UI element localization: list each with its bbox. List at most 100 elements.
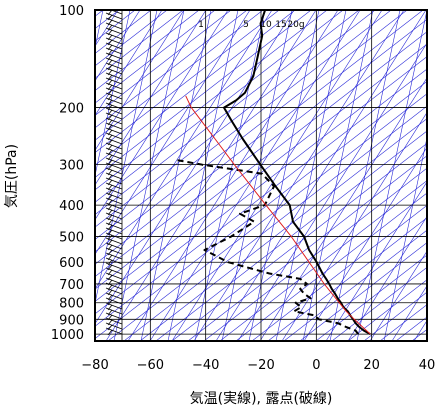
reference-line	[259, 77, 427, 341]
reference-line	[127, 10, 339, 341]
reference-line	[95, 10, 344, 203]
reference-line	[347, 215, 427, 341]
wind-barbs	[105, 10, 123, 341]
wind-barb	[105, 327, 123, 335]
wind-barb	[105, 152, 123, 160]
reference-line	[95, 10, 216, 104]
x-tick-label: −60	[137, 358, 164, 373]
wind-barb	[105, 102, 123, 110]
mixing-ratio-label: 5	[243, 20, 249, 30]
wind-barb	[105, 282, 123, 290]
x-axis-ticks: −80 −60 −40 −20 0 20 40	[81, 358, 435, 373]
wind-barb	[105, 77, 123, 85]
y-tick-label: 900	[59, 313, 84, 328]
reference-line	[95, 10, 360, 216]
reference-line	[331, 266, 427, 341]
reference-line	[237, 42, 427, 341]
wind-barb	[105, 287, 123, 295]
wind-barb	[105, 217, 123, 225]
reference-line	[95, 10, 328, 191]
wind-barb	[105, 162, 123, 170]
wind-barb	[105, 17, 123, 25]
wind-barb	[105, 132, 123, 140]
wind-barb	[105, 137, 123, 145]
wind-barb	[105, 167, 123, 175]
mixing-ratio-label: 15	[275, 20, 286, 30]
y-tick-label: 1000	[51, 328, 84, 343]
wind-barb	[105, 32, 123, 40]
wind-barb	[105, 187, 123, 195]
reference-line	[193, 10, 405, 341]
wind-barb	[105, 237, 123, 245]
wind-barb	[105, 67, 123, 75]
wind-barb	[105, 52, 123, 60]
reference-line	[95, 10, 264, 141]
reference-line	[356, 10, 427, 341]
wind-barb	[105, 42, 123, 50]
reference-line	[95, 10, 141, 82]
reference-line	[105, 10, 317, 341]
y-tick-label: 200	[59, 102, 84, 117]
reference-line	[95, 10, 184, 79]
y-tick-label: 600	[59, 256, 84, 271]
wind-barb	[105, 47, 123, 55]
wind-barb	[105, 12, 123, 20]
reference-line	[171, 142, 427, 341]
series-layer	[175, 10, 371, 335]
reference-line	[140, 10, 212, 341]
wind-barb	[105, 177, 123, 185]
wind-barb	[105, 122, 123, 130]
reference-line	[95, 10, 392, 240]
wind-barb	[105, 97, 123, 105]
wind-barb	[105, 202, 123, 210]
mixing-ratio-label: 20g	[287, 20, 304, 30]
reference-line	[383, 136, 427, 341]
wind-barb	[105, 22, 123, 30]
reference-line	[267, 217, 427, 341]
dewpoint-line	[175, 158, 360, 335]
reference-line	[95, 10, 280, 154]
wind-barb	[105, 302, 123, 310]
wind-barb	[105, 27, 123, 35]
wind-barb	[105, 292, 123, 300]
reference-line	[95, 10, 248, 129]
wind-barb	[105, 197, 123, 205]
mixing-ratio-labels: 1 5 10 15 20g	[198, 20, 304, 30]
x-tick-label: −40	[192, 358, 219, 373]
y-axis-title: 気圧(hPa)	[4, 144, 20, 208]
wind-barb-flag	[107, 329, 113, 336]
y-tick-label: 100	[59, 4, 84, 19]
reference-line	[95, 10, 273, 290]
reference-line	[167, 10, 239, 341]
reference-line	[325, 181, 427, 341]
wind-barb	[105, 322, 123, 330]
wind-barb	[105, 247, 123, 255]
reference-line	[95, 10, 251, 255]
wind-barb	[105, 307, 123, 315]
wind-barb	[105, 317, 123, 325]
wind-barb	[105, 222, 123, 230]
wind-barb	[105, 112, 123, 120]
y-tick-label: 300	[59, 159, 84, 174]
wind-barb	[105, 192, 123, 200]
reference-line	[95, 10, 408, 253]
reference-line	[235, 192, 427, 341]
reference-line	[171, 10, 383, 341]
x-tick-label: 20	[363, 358, 380, 373]
wind-barb	[105, 182, 123, 190]
wind-barb	[105, 92, 123, 100]
x-tick-label: −20	[247, 358, 274, 373]
wind-barb	[105, 157, 123, 165]
wind-barb	[105, 127, 123, 135]
y-tick-label: 500	[59, 231, 84, 246]
wind-barb	[105, 172, 123, 180]
reference-line	[107, 93, 427, 341]
reference-line	[95, 10, 131, 177]
y-tick-label: 400	[59, 199, 84, 214]
reference-line	[221, 10, 293, 341]
reference-line	[95, 18, 427, 278]
reference-line	[95, 10, 207, 186]
wind-barb	[105, 262, 123, 270]
